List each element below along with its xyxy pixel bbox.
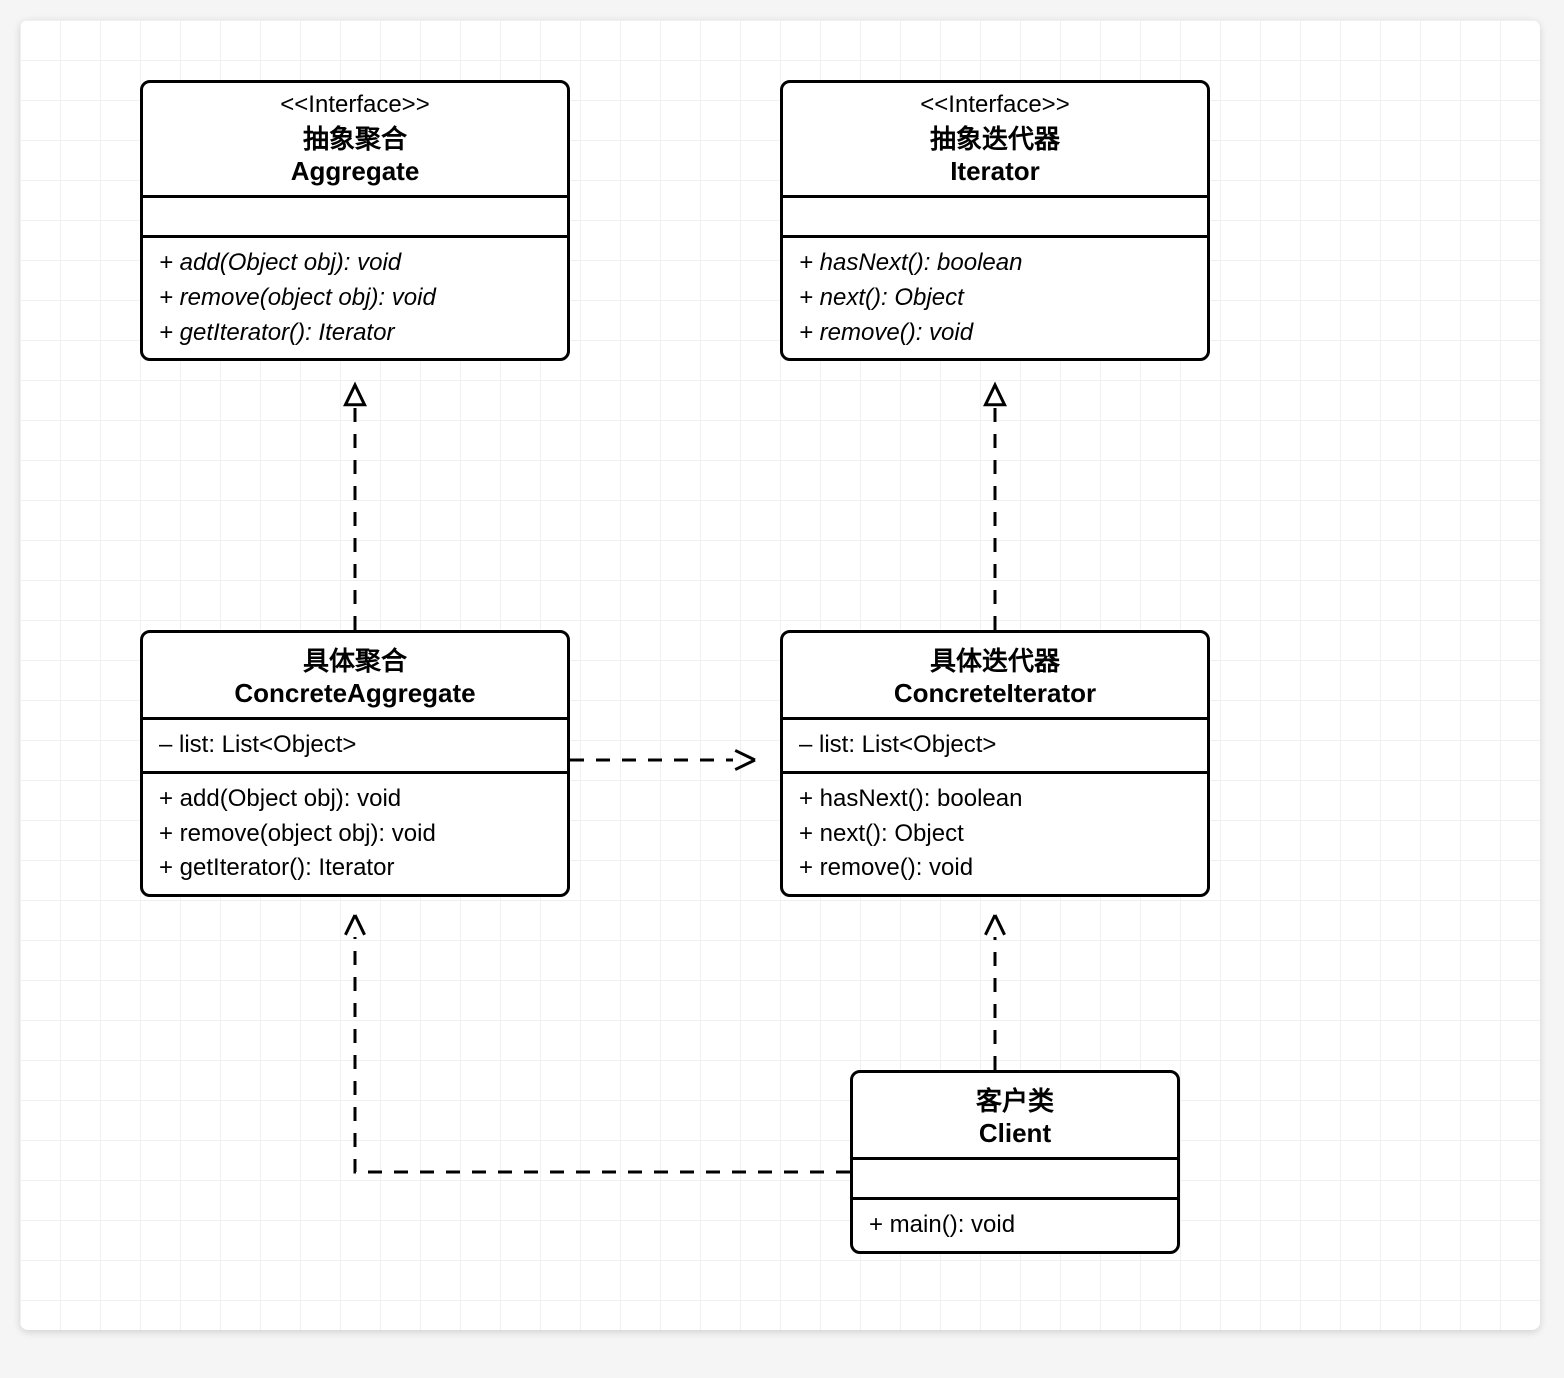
method-line: + getIterator(): Iterator	[159, 851, 551, 886]
methods-section: + add(Object obj): void+ remove(object o…	[143, 238, 567, 358]
uml-head: 客户类Client	[853, 1073, 1177, 1160]
class-name-en: ConcreteIterator	[799, 678, 1191, 709]
attributes-section	[143, 198, 567, 238]
class-name-cn: 客户类	[869, 1081, 1161, 1118]
class-name-cn: 抽象聚合	[159, 119, 551, 156]
methods-section: + hasNext(): boolean+ next(): Object+ re…	[783, 238, 1207, 358]
uml-head: 具体迭代器ConcreteIterator	[783, 633, 1207, 720]
class-name-en: Client	[869, 1118, 1161, 1149]
class-name-cn: 具体迭代器	[799, 641, 1191, 678]
uml-head: 具体聚合ConcreteAggregate	[143, 633, 567, 720]
attributes-section	[783, 198, 1207, 238]
attributes-section: – list: List<Object>	[143, 720, 567, 774]
uml-class-iterator: <<Interface>>抽象迭代器Iterator + hasNext(): b…	[780, 80, 1210, 361]
attributes-section	[853, 1160, 1177, 1200]
uml-class-concreteAggregate: 具体聚合ConcreteAggregate – list: List<Object…	[140, 630, 570, 897]
class-name-cn: 具体聚合	[159, 641, 551, 678]
stereotype: <<Interface>>	[159, 91, 551, 119]
page-root: <<Interface>>抽象聚合Aggregate+ add(Object o…	[0, 0, 1564, 1378]
method-line: + next(): Object	[799, 817, 1191, 852]
attribute-line: – list: List<Object>	[159, 728, 551, 763]
uml-class-aggregate: <<Interface>>抽象聚合Aggregate + add(Object o…	[140, 80, 570, 361]
method-line: + add(Object obj): void	[159, 782, 551, 817]
method-line: + remove(): void	[799, 316, 1191, 351]
method-line: + remove(object obj): void	[159, 817, 551, 852]
method-line: + remove(): void	[799, 851, 1191, 886]
method-line: + getIterator(): Iterator	[159, 316, 551, 351]
uml-head: <<Interface>>抽象聚合Aggregate	[143, 83, 567, 198]
class-name-cn: 抽象迭代器	[799, 119, 1191, 156]
diagram-canvas: <<Interface>>抽象聚合Aggregate+ add(Object o…	[20, 20, 1540, 1330]
uml-class-client: 客户类Client + main(): void	[850, 1070, 1180, 1254]
methods-section: + add(Object obj): void+ remove(object o…	[143, 774, 567, 894]
method-line: + remove(object obj): void	[159, 281, 551, 316]
class-name-en: Iterator	[799, 156, 1191, 187]
attributes-section: – list: List<Object>	[783, 720, 1207, 774]
method-line: + add(Object obj): void	[159, 246, 551, 281]
method-line: + hasNext(): boolean	[799, 782, 1191, 817]
class-name-en: ConcreteAggregate	[159, 678, 551, 709]
method-line: + hasNext(): boolean	[799, 246, 1191, 281]
uml-class-concreteIterator: 具体迭代器ConcreteIterator – list: List<Object…	[780, 630, 1210, 897]
stereotype: <<Interface>>	[799, 91, 1191, 119]
methods-section: + main(): void	[853, 1200, 1177, 1251]
class-name-en: Aggregate	[159, 156, 551, 187]
attribute-line: – list: List<Object>	[799, 728, 1191, 763]
uml-head: <<Interface>>抽象迭代器Iterator	[783, 83, 1207, 198]
method-line: + main(): void	[869, 1208, 1161, 1243]
method-line: + next(): Object	[799, 281, 1191, 316]
methods-section: + hasNext(): boolean+ next(): Object+ re…	[783, 774, 1207, 894]
